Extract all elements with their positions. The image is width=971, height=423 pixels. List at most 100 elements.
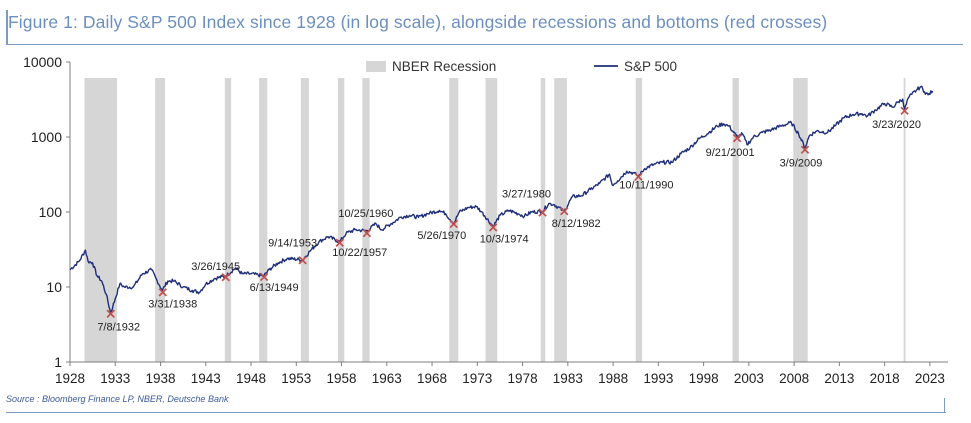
x-tick-label: 1993	[643, 371, 673, 386]
y-tick-label: 1	[54, 354, 62, 370]
recession-band	[540, 78, 546, 362]
x-tick-label: 1953	[281, 371, 311, 386]
recession-band	[84, 78, 118, 362]
x-tick-label: 1963	[372, 371, 402, 386]
x-tick-label: 1933	[100, 371, 130, 386]
x-tick-label: 1958	[327, 371, 357, 386]
cross-stroke	[634, 172, 643, 181]
x-tick-label: 1998	[689, 371, 719, 386]
legend-recession-swatch	[366, 61, 386, 72]
bottom-label: 6/13/1949	[250, 282, 299, 294]
bottom-marker: 3/9/2009	[780, 145, 823, 170]
recession-band	[155, 78, 166, 362]
bottom-label: 3/26/1945	[191, 261, 240, 273]
bottom-marker: 5/26/1970	[417, 219, 466, 242]
title-rule	[6, 10, 963, 45]
x-tick-label: 1988	[598, 371, 628, 386]
bottom-marker: 10/11/1990	[619, 172, 674, 192]
cross-stroke	[221, 273, 230, 282]
recession-band	[259, 78, 268, 362]
bottom-marker: 8/12/1982	[552, 207, 601, 230]
x-tick-label: 2018	[870, 371, 900, 386]
bottom-marker: 10/25/1960	[338, 208, 393, 238]
cross-stroke	[560, 207, 569, 216]
bottom-marker: 6/13/1949	[250, 272, 299, 294]
bottom-marker: 3/27/1980	[502, 189, 551, 217]
bottom-marker: 7/8/1932	[97, 309, 140, 334]
x-tick-label: 1938	[145, 371, 175, 386]
cross-stroke	[259, 272, 269, 282]
x-tick-label: 2003	[734, 371, 764, 386]
bottom-marker: 9/21/2001	[706, 133, 755, 159]
bottom-label: 5/26/1970	[417, 230, 466, 242]
recession-band	[635, 78, 643, 362]
cross-stroke	[106, 309, 115, 318]
figure-title: Figure 1: Daily S&P 500 Index since 1928…	[8, 12, 828, 32]
recession-band	[903, 78, 906, 362]
x-tick-label: 1943	[191, 371, 221, 386]
cross-stroke	[538, 208, 547, 217]
bottom-label: 9/21/2001	[706, 147, 755, 159]
bottom-label: 10/22/1957	[332, 247, 387, 259]
recession-band	[449, 78, 459, 362]
x-tick-label: 1928	[55, 371, 85, 386]
x-tick-label: 1968	[417, 371, 447, 386]
axes: 1 10 100 1000 10000 1928 1933 1938 1943 1948 1953 1…	[23, 54, 948, 386]
y-tick-label: 10	[46, 279, 62, 295]
bottom-label: 3/27/1980	[502, 189, 551, 201]
recession-band	[554, 78, 567, 362]
y-tick-label: 100	[39, 204, 63, 220]
cross-stroke	[900, 106, 909, 115]
x-tick-label: 1983	[553, 371, 583, 386]
legend-recession-label: NBER Recession	[392, 59, 496, 74]
cross-stroke	[158, 288, 167, 297]
x-tick-label: 1978	[508, 371, 538, 386]
recession-bands	[84, 78, 906, 362]
bottom-marker: 10/3/1974	[480, 223, 529, 245]
bottom-marker: 3/26/1945	[191, 261, 240, 282]
chart: 1 10 100 1000 10000 1928 1933 1938 1943 1948 1953 1…	[23, 54, 948, 386]
bottom-label: 7/8/1932	[97, 322, 140, 334]
bottom-marker: 3/23/2020	[872, 106, 921, 131]
recession-band	[300, 78, 309, 362]
legend-series-label: S&P 500	[624, 59, 677, 74]
x-tick-label: 1973	[462, 371, 492, 386]
legend: NBER Recession S&P 500	[366, 59, 677, 74]
recession-band	[732, 78, 739, 362]
recession-band	[362, 78, 370, 362]
bottom-label: 3/9/2009	[780, 158, 823, 170]
y-tick-label: 1000	[31, 129, 62, 145]
bottom-label: 3/23/2020	[872, 119, 921, 131]
cross-stroke	[732, 133, 742, 143]
sp500-line	[69, 85, 934, 314]
bottom-label: 10/3/1974	[480, 233, 529, 245]
cross-stroke	[449, 219, 458, 229]
bottom-label: 10/11/1990	[619, 180, 673, 192]
source-rule	[6, 392, 946, 413]
series-layer	[69, 85, 934, 314]
bottom-marker: 9/14/1953	[268, 237, 317, 265]
cross-stroke	[488, 223, 498, 232]
source-note: Source : Bloomberg Finance LP, NBER, Deu…	[6, 394, 229, 404]
bottom-markers: 7/8/1932 3/31/1938 3/26/1945 6/13/1949 9/14/…	[97, 106, 921, 334]
cross-stroke	[335, 238, 344, 247]
bottom-marker: 10/22/1957	[332, 238, 387, 259]
x-tick-label: 2008	[779, 371, 809, 386]
bottom-label: 8/12/1982	[552, 218, 601, 230]
y-tick-label: 10000	[23, 54, 62, 70]
cross-stroke	[298, 256, 307, 265]
x-tick-label: 2023	[915, 371, 945, 386]
recession-band	[793, 78, 808, 362]
bottom-label: 3/31/1938	[148, 298, 197, 310]
recession-band	[337, 78, 345, 362]
cross-stroke	[800, 145, 810, 154]
x-tick-label: 2013	[824, 371, 854, 386]
x-tick-label: 1948	[236, 371, 266, 386]
recession-band	[485, 78, 498, 362]
bottom-marker: 3/31/1938	[148, 288, 197, 310]
bottom-label: 10/25/1960	[338, 208, 393, 220]
cross-stroke	[362, 228, 372, 238]
bottom-label: 9/14/1953	[268, 237, 317, 249]
recession-band	[224, 78, 232, 362]
